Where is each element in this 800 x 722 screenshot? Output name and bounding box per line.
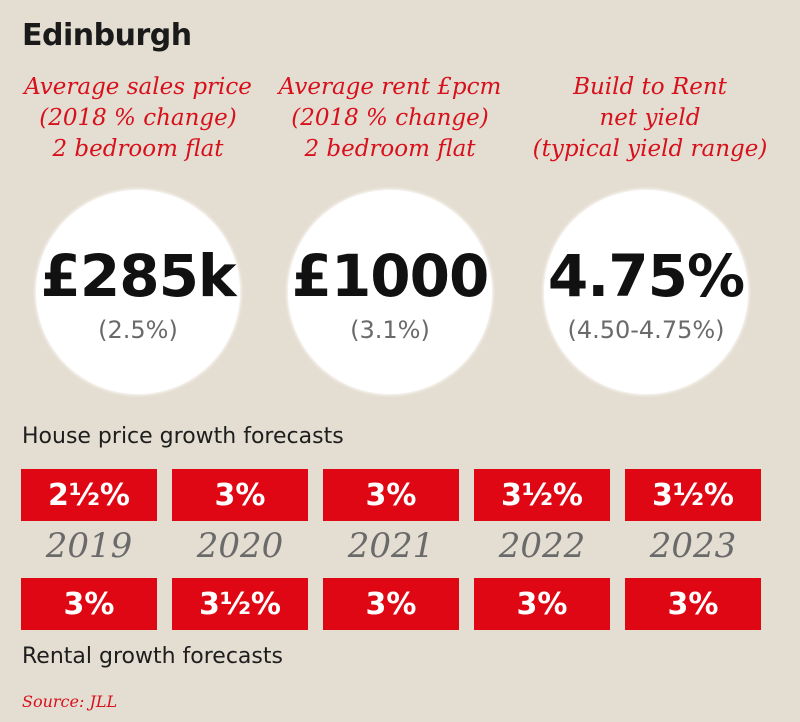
metric-heading-line: Average sales price bbox=[8, 72, 268, 103]
metric-heading-yield: Build to Rent net yield (typical yield r… bbox=[520, 72, 780, 165]
metric-circle-sales-price: £285k (2.5%) bbox=[36, 190, 240, 394]
rental-forecast-badge: 3% bbox=[21, 578, 157, 630]
forecast-year: 2022 bbox=[474, 526, 610, 566]
metric-change: (3.1%) bbox=[288, 316, 492, 344]
metric-heading-line: 2 bedroom flat bbox=[260, 134, 520, 165]
house-price-forecast-badge: 3% bbox=[323, 469, 459, 521]
metric-circle-yield: 4.75% (4.50-4.75%) bbox=[544, 190, 748, 394]
forecast-year: 2020 bbox=[172, 526, 308, 566]
metric-heading-line: Build to Rent bbox=[520, 72, 780, 103]
rental-forecast-badge: 3% bbox=[474, 578, 610, 630]
metric-value: £285k bbox=[36, 242, 240, 310]
forecast-year: 2021 bbox=[323, 526, 459, 566]
rental-forecast-label: Rental growth forecasts bbox=[22, 644, 283, 669]
metric-heading-line: (2018 % change) bbox=[260, 103, 520, 134]
metric-value: £1000 bbox=[288, 242, 492, 310]
metric-value: 4.75% bbox=[544, 242, 748, 310]
source-note: Source: JLL bbox=[22, 692, 117, 711]
metric-change: (4.50-4.75%) bbox=[544, 316, 748, 344]
house-price-forecast-badge: 3½% bbox=[625, 469, 761, 521]
house-price-forecast-badge: 2½% bbox=[21, 469, 157, 521]
rental-forecast-badge: 3% bbox=[323, 578, 459, 630]
house-price-forecast-badge: 3% bbox=[172, 469, 308, 521]
rental-forecast-badge: 3% bbox=[625, 578, 761, 630]
metric-circle-rent: £1000 (3.1%) bbox=[288, 190, 492, 394]
metric-heading-line: (2018 % change) bbox=[8, 103, 268, 134]
rental-forecast-badge: 3½% bbox=[172, 578, 308, 630]
forecast-year: 2023 bbox=[625, 526, 761, 566]
page-title: Edinburgh bbox=[22, 18, 192, 53]
metric-heading-line: Average rent £pcm bbox=[260, 72, 520, 103]
metric-heading-line: (typical yield range) bbox=[520, 134, 780, 165]
metric-heading-rent: Average rent £pcm (2018 % change) 2 bedr… bbox=[260, 72, 520, 165]
house-price-forecast-badge: 3½% bbox=[474, 469, 610, 521]
metric-heading-line: 2 bedroom flat bbox=[8, 134, 268, 165]
house-price-forecast-label: House price growth forecasts bbox=[22, 424, 344, 449]
metric-change: (2.5%) bbox=[36, 316, 240, 344]
forecast-year: 2019 bbox=[21, 526, 157, 566]
metric-heading-line: net yield bbox=[520, 103, 780, 134]
metric-heading-sales-price: Average sales price (2018 % change) 2 be… bbox=[8, 72, 268, 165]
